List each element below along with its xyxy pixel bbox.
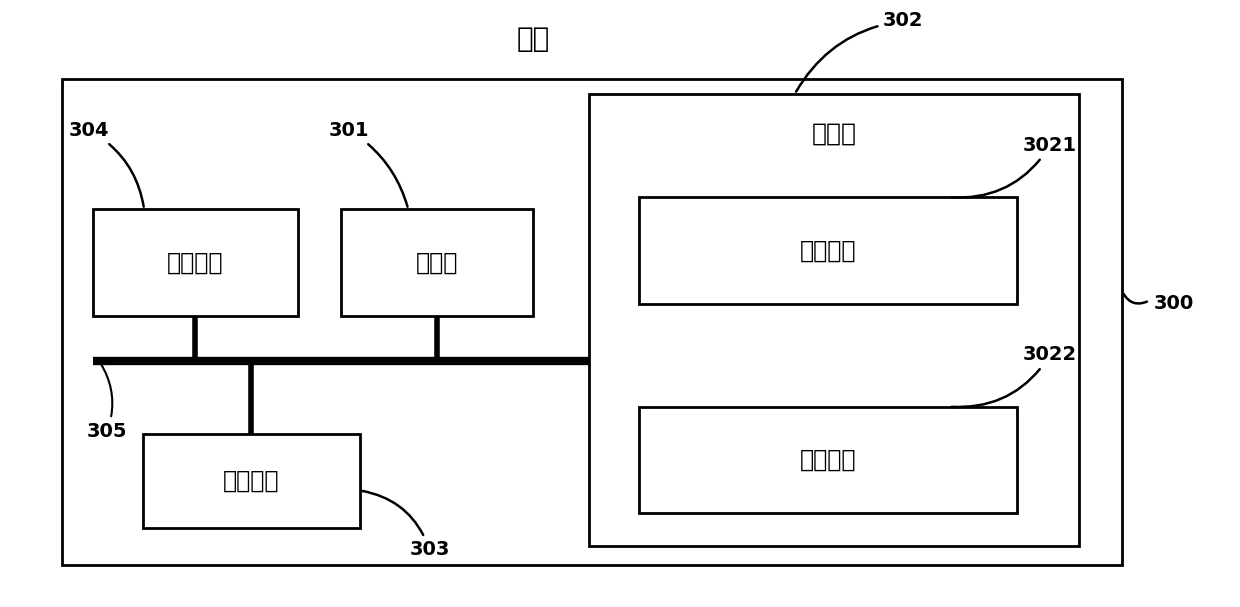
Text: 终端: 终端 — [517, 25, 549, 53]
Text: 300: 300 — [1153, 294, 1193, 313]
Text: 303: 303 — [362, 491, 450, 559]
Text: 304: 304 — [68, 121, 144, 206]
Bar — [639, 197, 1017, 304]
Bar — [143, 434, 360, 528]
Text: 302: 302 — [796, 12, 924, 92]
Text: 网络接口: 网络接口 — [167, 251, 223, 274]
Text: 3021: 3021 — [951, 136, 1078, 198]
Text: 3022: 3022 — [951, 345, 1078, 407]
Text: 处理器: 处理器 — [415, 251, 459, 274]
Text: 用户接口: 用户接口 — [223, 469, 279, 493]
Bar — [589, 94, 1079, 546]
Text: 301: 301 — [329, 121, 408, 207]
Bar — [93, 209, 298, 316]
Text: 操作系统: 操作系统 — [800, 239, 856, 262]
Text: 存储器: 存储器 — [811, 121, 857, 146]
Bar — [62, 79, 1122, 565]
Bar — [639, 407, 1017, 513]
Text: 应用程序: 应用程序 — [800, 448, 856, 472]
Text: 305: 305 — [87, 364, 128, 441]
Bar — [341, 209, 533, 316]
